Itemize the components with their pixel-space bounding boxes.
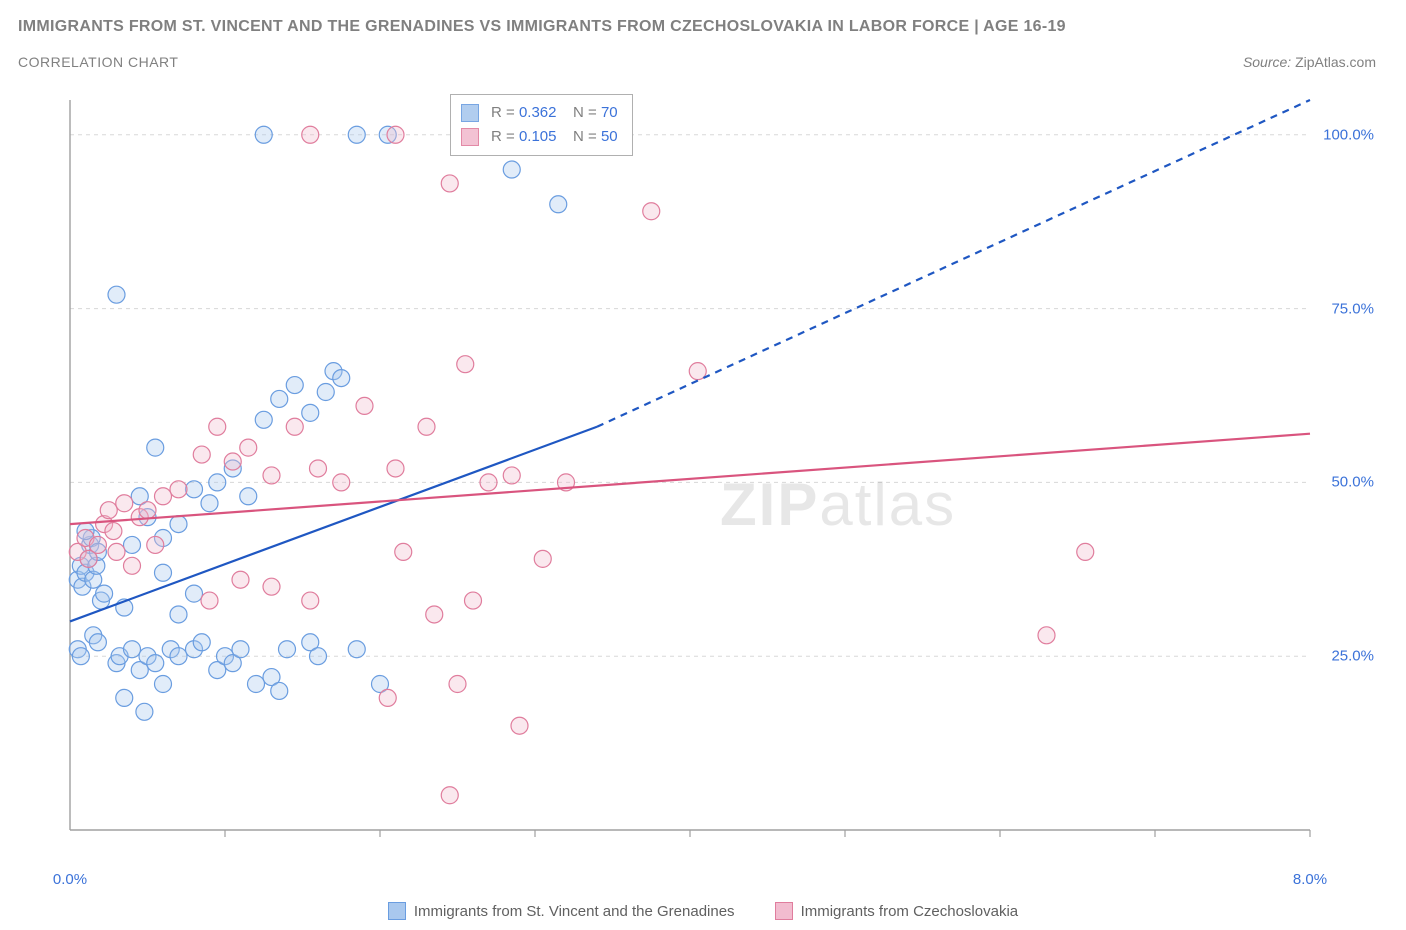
y-tick-label: 100.0% — [1323, 126, 1374, 143]
y-tick-label: 25.0% — [1331, 648, 1374, 665]
legend-item: Immigrants from Czechoslovakia — [775, 902, 1019, 920]
x-tick-label: 0.0% — [53, 871, 87, 888]
source-name: ZipAtlas.com — [1295, 54, 1376, 70]
stats-legend-box: R = 0.362 N = 70R = 0.105 N = 50 — [450, 94, 633, 156]
series-swatch — [461, 104, 479, 122]
chart-svg — [60, 90, 1380, 860]
y-tick-label: 50.0% — [1331, 474, 1374, 491]
stats-text: R = 0.362 N = 70 — [487, 101, 618, 125]
legend-item: Immigrants from St. Vincent and the Gren… — [388, 902, 735, 920]
x-tick-label: 8.0% — [1293, 871, 1327, 888]
page-title: IMMIGRANTS FROM ST. VINCENT AND THE GREN… — [18, 18, 1066, 36]
page-subtitle: CORRELATION CHART — [18, 54, 178, 70]
legend-label: Immigrants from Czechoslovakia — [801, 903, 1019, 920]
y-tick-label: 75.0% — [1331, 300, 1374, 317]
stats-text: R = 0.105 N = 50 — [487, 125, 618, 149]
stats-row: R = 0.105 N = 50 — [461, 125, 618, 149]
source-prefix: Source: — [1243, 54, 1291, 70]
legend-label: Immigrants from St. Vincent and the Gren… — [414, 903, 735, 920]
legend-swatch — [388, 902, 406, 920]
series-swatch — [461, 128, 479, 146]
correlation-chart: In Labor Force | Age 16-19 R = 0.362 N =… — [60, 90, 1380, 860]
legend-swatch — [775, 902, 793, 920]
source-attribution: Source: ZipAtlas.com — [1243, 54, 1376, 70]
bottom-legend: Immigrants from St. Vincent and the Gren… — [0, 902, 1406, 920]
stats-row: R = 0.362 N = 70 — [461, 101, 618, 125]
